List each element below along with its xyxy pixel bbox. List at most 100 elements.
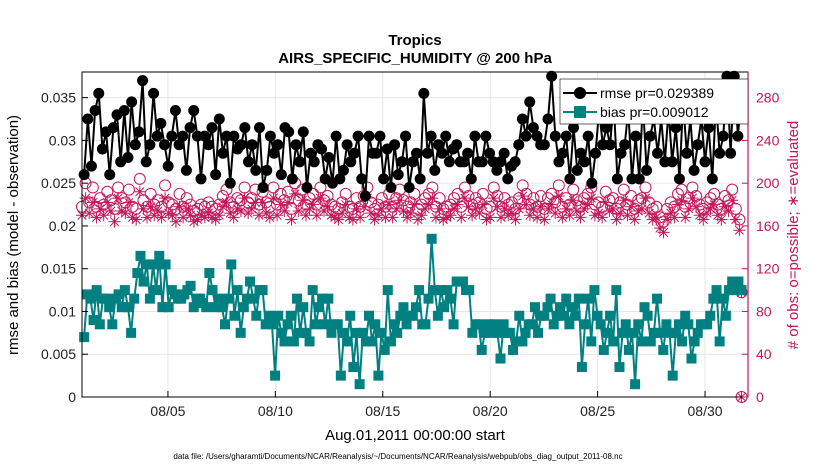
bias-point [216, 302, 227, 313]
bias-point [317, 293, 328, 304]
rmse-point [392, 169, 404, 181]
rmse-point [451, 139, 463, 151]
chart-title: Tropics [388, 32, 441, 49]
rmse-point [385, 181, 397, 193]
obs-evaluated-point [599, 196, 612, 209]
obs-evaluated-point [617, 194, 630, 207]
bias-point [382, 285, 393, 296]
bias-point [542, 302, 553, 313]
obs-evaluated-point [292, 204, 305, 217]
left-axis-ticks: 0 0.005 0.01 0.015 0.02 0.025 0.03 0.035 [41, 90, 88, 405]
obs-evaluated-point [155, 211, 168, 224]
bias-point [558, 310, 569, 321]
bias-point [620, 319, 631, 330]
rmse-point [85, 160, 97, 172]
obs-evaluated-point [263, 211, 276, 224]
obs-evaluated-point [560, 202, 573, 215]
obs-evaluated-point [177, 211, 190, 224]
rmse-point [414, 173, 426, 185]
rmse-point [542, 113, 554, 125]
bias-point [135, 250, 146, 261]
rmse-point [78, 169, 90, 181]
rmse-point [330, 130, 342, 142]
obs-evaluated-point [570, 204, 583, 217]
bias-point [630, 379, 641, 390]
bias-point [91, 285, 102, 296]
bias-point [464, 285, 475, 296]
obs-evaluated-point [346, 213, 359, 226]
rmse-point [224, 177, 236, 189]
bias-point [567, 302, 578, 313]
obs-evaluated-point [646, 213, 659, 226]
rmse-point [630, 130, 642, 142]
bias-point [410, 302, 421, 313]
bias-point [548, 319, 559, 330]
bias-point [680, 310, 691, 321]
obs-evaluated-point [588, 209, 601, 222]
bias-point [251, 310, 262, 321]
bias-point [113, 289, 124, 300]
bias-point [533, 327, 544, 338]
rmse-point [531, 130, 543, 142]
bias-point [288, 336, 299, 347]
rmse-point [261, 164, 273, 176]
rmse-point [600, 122, 612, 134]
obs-evaluated-point [130, 213, 143, 226]
obs-evaluated-point [531, 211, 544, 224]
bias-point [282, 319, 293, 330]
rmse-point [144, 139, 156, 151]
rmse-point [356, 173, 368, 185]
obs-evaluated-point [321, 200, 334, 213]
bias-point [673, 319, 684, 330]
rmse-point [210, 169, 222, 181]
bias-point [576, 362, 587, 373]
obs-evaluated-point [285, 213, 298, 226]
rmse-point [348, 147, 360, 159]
obs-evaluated-point [162, 207, 175, 220]
bias-point [702, 319, 713, 330]
rmse-point [604, 139, 616, 151]
rmse-point [308, 156, 320, 168]
obs-evaluated-point [144, 200, 157, 213]
rmse-point [126, 96, 138, 108]
rmse-point [732, 130, 744, 142]
bias-point [564, 319, 575, 330]
left-tick-label: 0.025 [41, 175, 76, 191]
rmse-point [425, 130, 437, 142]
bias-point [727, 276, 738, 287]
bias-point [686, 353, 697, 364]
rmse-point [469, 130, 481, 142]
rmse-point [498, 147, 510, 159]
bias-point [151, 285, 162, 296]
bias-point [589, 285, 600, 296]
bias-point [223, 293, 234, 304]
bias-point [442, 285, 453, 296]
obs-evaluated-point [455, 211, 468, 224]
rmse-point [374, 130, 386, 142]
rmse-point [352, 130, 364, 142]
rmse-point [301, 181, 313, 193]
bias-point [335, 370, 346, 381]
obs-evaluated-point [213, 209, 226, 222]
x-axis-label: Aug.01,2011 00:00:00 start [325, 427, 506, 444]
obs-evaluated-point [534, 200, 547, 213]
bias-point [345, 310, 356, 321]
obs-evaluated-point [574, 211, 587, 224]
rmse-point [316, 143, 328, 155]
obs-evaluated-point [386, 211, 399, 224]
rmse-point [396, 156, 408, 168]
rmse-point [173, 139, 185, 151]
bias-point [395, 310, 406, 321]
obs-evaluated-point [549, 207, 562, 220]
obs-evaluated-point [715, 213, 728, 226]
bias-point [714, 336, 725, 347]
obs-evaluated-point [245, 202, 258, 215]
bias-point [301, 327, 312, 338]
legend-box [559, 78, 749, 125]
obs-evaluated-point [480, 213, 493, 226]
obs-evaluated-point [462, 200, 475, 213]
rmse-point [549, 130, 561, 142]
bias-point [611, 285, 622, 296]
rmse-point [666, 156, 678, 168]
obs-evaluated-point [271, 209, 284, 222]
